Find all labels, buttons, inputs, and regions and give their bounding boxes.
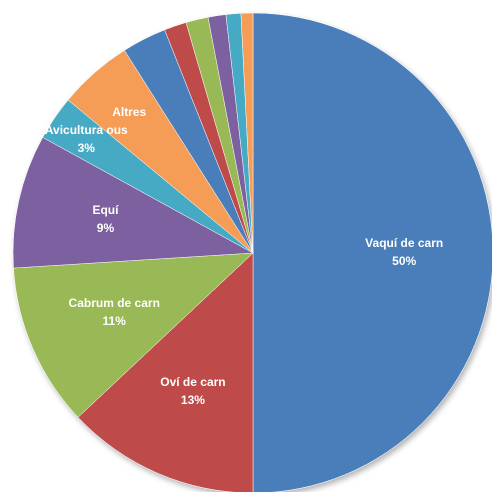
- value-label: 13%: [181, 393, 205, 407]
- pie: [12, 12, 492, 492]
- value-label: 3%: [78, 141, 96, 155]
- slice-label: Cabrum de carn: [69, 296, 160, 310]
- slice-label: Equí: [92, 203, 119, 217]
- value-label: 9%: [97, 221, 115, 235]
- slice-label: Oví de carn: [160, 375, 225, 389]
- slice: [12, 137, 254, 269]
- slice: [240, 12, 254, 254]
- slice-label: Altres: [112, 105, 146, 119]
- slice: [252, 12, 492, 492]
- value-label: 50%: [392, 254, 416, 268]
- labels: Vaquí de carn 50% Oví de carn 13% Cabrum de …: [45, 105, 443, 407]
- slice: [13, 252, 254, 418]
- value-label: 11%: [103, 314, 127, 328]
- slice-label: Vaquí de carn: [365, 236, 443, 250]
- slice: [77, 252, 254, 492]
- slice-label: Avicultura ous: [45, 123, 128, 137]
